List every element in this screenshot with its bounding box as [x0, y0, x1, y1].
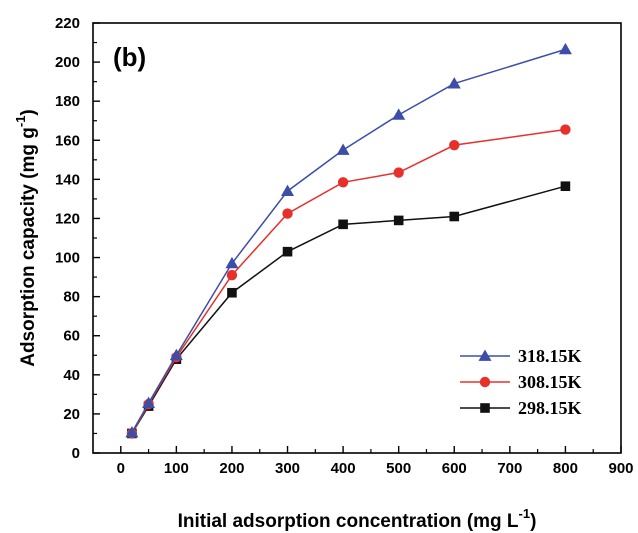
y-tick-label: 140 [55, 171, 80, 188]
legend-entry: 298.15K [460, 398, 582, 418]
series-layer [125, 42, 572, 439]
data-point [225, 256, 239, 269]
series-line [131, 48, 566, 433]
y-tick-label: 160 [55, 132, 80, 149]
y-tick-label: 20 [63, 406, 80, 423]
series-318.15K [125, 42, 572, 438]
data-point [558, 42, 572, 55]
data-point [227, 287, 237, 298]
x-tick-label: 100 [164, 460, 189, 477]
data-point [393, 167, 404, 178]
data-point [338, 219, 348, 230]
x-tick-label: 500 [386, 460, 411, 477]
data-point [142, 396, 156, 409]
data-point [447, 77, 461, 89]
data-point [560, 181, 571, 192]
y-axis-title: Adsorption capacity (mg g-1) [13, 109, 39, 367]
x-tick-label: 700 [497, 460, 522, 477]
y-tick-label: 120 [55, 210, 80, 227]
y-tick-label: 60 [63, 328, 80, 345]
y-tick-label: 80 [63, 289, 80, 306]
legend-marker [478, 349, 492, 361]
series-line [131, 128, 566, 434]
legend-marker [479, 376, 491, 388]
y-tick-label: 220 [55, 15, 80, 32]
x-tick-label: 800 [553, 460, 578, 477]
data-point [281, 184, 295, 196]
data-point [337, 177, 349, 188]
y-tick-label: 200 [55, 54, 80, 71]
data-point [392, 108, 406, 120]
legend-entry: 318.15K [460, 346, 582, 366]
x-tick-label: 900 [608, 460, 633, 477]
data-point [282, 246, 293, 257]
x-axis-title: Initial adsorption concentration (mg L-1… [178, 506, 537, 532]
y-tick-label: 0 [72, 445, 80, 462]
data-point [125, 425, 139, 438]
y-axis-ticks: 0 20 40 60 80 100 120 140 160 180 200 220 [55, 15, 100, 462]
legend-label: 308.15K [518, 372, 582, 392]
legend-label: 318.15K [518, 346, 582, 366]
data-point [282, 208, 293, 219]
legend-marker [480, 403, 490, 413]
y-tick-label: 40 [63, 367, 80, 384]
legend-label: 298.15K [518, 398, 582, 418]
x-tick-label: 0 [117, 460, 125, 477]
x-axis-ticks: 0 100 200 300 400 500 600 700 800 900 [117, 446, 634, 477]
x-tick-label: 600 [442, 460, 467, 477]
series-308.15K [126, 124, 571, 439]
legend-entry: 308.15K [460, 372, 582, 392]
data-point [393, 215, 404, 226]
panel-label: (b) [113, 42, 146, 72]
legend: 318.15K 308.15K 298.15K [460, 346, 582, 418]
x-tick-label: 400 [331, 460, 356, 477]
y-tick-label: 180 [55, 93, 80, 110]
x-tick-label: 200 [219, 460, 244, 477]
data-point [449, 139, 460, 151]
y-tick-label: 100 [55, 250, 80, 267]
data-point [169, 348, 183, 361]
series-298.15K [127, 181, 571, 439]
data-point [226, 269, 238, 281]
data-point [336, 143, 350, 155]
data-point [449, 211, 460, 222]
data-point [560, 124, 571, 135]
x-tick-label: 300 [275, 460, 300, 477]
series-line [131, 185, 566, 434]
